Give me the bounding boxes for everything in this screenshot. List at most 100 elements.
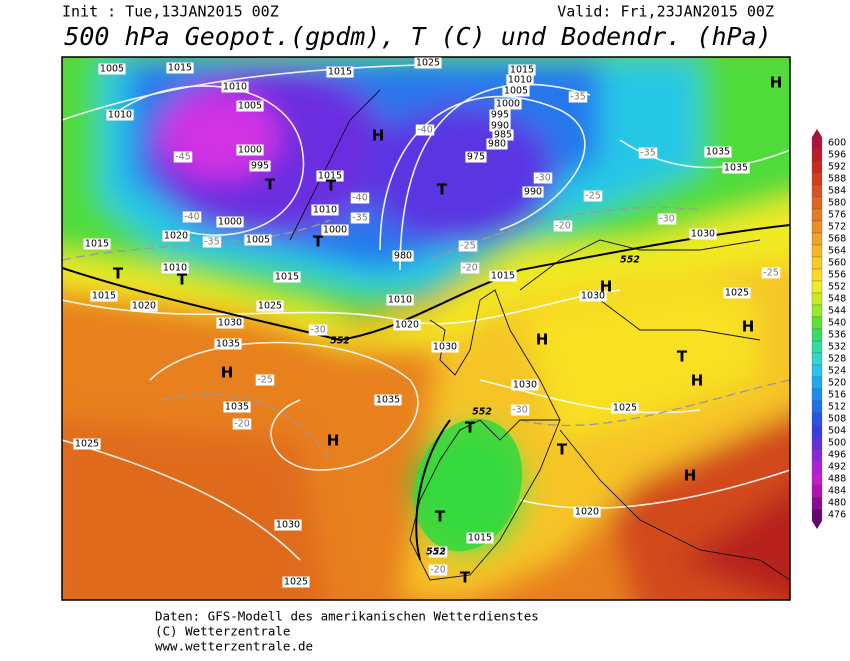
pressure-center: H xyxy=(742,318,755,336)
temperature-label-box xyxy=(232,418,252,430)
colorbar-label: 580 xyxy=(828,198,846,209)
temperature-label-box xyxy=(173,151,193,163)
temperature-label: -25 xyxy=(585,191,601,202)
isobar-label-box xyxy=(522,186,544,198)
isobar-label: 1025 xyxy=(75,439,99,450)
colorbar-label: 524 xyxy=(828,366,846,377)
colorbar-swatch xyxy=(811,436,823,450)
colorbar-swatch xyxy=(811,376,823,390)
isobar-label: 995 xyxy=(251,161,269,172)
colorbar-swatch xyxy=(811,292,823,306)
isobar-label: 995 xyxy=(491,110,509,121)
isobar-label-box xyxy=(244,234,272,246)
temperature-label: -25 xyxy=(460,241,476,252)
isobar-label-box xyxy=(316,170,344,182)
pressure-center: H xyxy=(221,364,234,382)
colorbar-label: 556 xyxy=(828,270,846,281)
colorbar: 6005965925885845805765725685645605565525… xyxy=(811,129,846,529)
colorbar-label: 484 xyxy=(828,486,846,497)
isobar-label: 990 xyxy=(491,121,509,132)
colorbar-arrow-top xyxy=(812,129,822,137)
colorbar-swatch xyxy=(811,160,823,174)
isobar-label-box xyxy=(321,224,349,236)
colorbar-swatch xyxy=(811,496,823,510)
isobar-label-box xyxy=(611,402,639,414)
temperature-label-box xyxy=(638,147,658,159)
isobar-label: 1005 xyxy=(100,64,124,75)
geopotential-label: 552 xyxy=(472,407,492,418)
geopotential-label: 552 xyxy=(426,547,446,558)
colorbar-label: 576 xyxy=(828,210,846,221)
isobar-label: 1015 xyxy=(468,533,492,544)
temperature-label-box xyxy=(308,324,328,336)
colorbar-arrow-bottom xyxy=(812,521,822,529)
colorbar-swatch xyxy=(811,460,823,474)
colorbar-label: 516 xyxy=(828,390,846,401)
colorbar-label: 508 xyxy=(828,414,846,425)
colorbar-label: 584 xyxy=(828,186,846,197)
pressure-center: T xyxy=(460,569,471,587)
isobar-label: 1020 xyxy=(132,301,156,312)
isobar-label-box xyxy=(236,100,264,112)
isobar-label: 1005 xyxy=(238,101,262,112)
isobar-label: 1015 xyxy=(168,63,192,74)
isobar-label-box xyxy=(489,120,511,132)
colorbar-label: 592 xyxy=(828,162,846,173)
temperature-label: -20 xyxy=(462,263,478,274)
isobar-label-box xyxy=(689,228,717,240)
geopotential-label: 552 xyxy=(620,255,640,266)
data-source: Daten: GFS-Modell des amerikanischen Wet… xyxy=(155,609,539,624)
isobar-label-box xyxy=(166,62,194,74)
temperature-label-box xyxy=(350,212,370,224)
isobar-label-box xyxy=(502,85,530,97)
temperature-label: -20 xyxy=(555,221,571,232)
isobar-label: 1020 xyxy=(575,507,599,518)
temperature-label: -40 xyxy=(184,212,200,223)
temperature-label-box xyxy=(460,262,480,274)
isobar-label-box xyxy=(90,290,118,302)
pressure-center: T xyxy=(677,348,688,366)
temperature-label: -35 xyxy=(640,148,656,159)
isobar-label: 1010 xyxy=(163,263,187,274)
colorbar-swatch xyxy=(811,268,823,282)
isobar-label: 1000 xyxy=(323,225,347,236)
valid-time: Valid: Fri,23JAN2015 00Z xyxy=(557,3,774,21)
pressure-center: H xyxy=(684,467,697,485)
temperature-label: -40 xyxy=(417,125,433,136)
temperature-label-box xyxy=(553,220,573,232)
isobar-label-box xyxy=(392,250,414,262)
isobar-label-box xyxy=(723,287,751,299)
colorbar-swatch xyxy=(811,328,823,342)
temperature-label: -20 xyxy=(234,419,250,430)
isobar-label: 1000 xyxy=(218,217,242,228)
isobar-label-box xyxy=(704,146,732,158)
colorbar-swatch xyxy=(811,388,823,402)
isobar-label: 980 xyxy=(488,139,506,150)
isobar-label: 990 xyxy=(524,187,542,198)
isobar-label-box xyxy=(492,129,514,141)
isobar-label: 1000 xyxy=(496,99,520,110)
colorbar-label: 540 xyxy=(828,318,846,329)
colorbar-label: 548 xyxy=(828,294,846,305)
isobar-label-box xyxy=(722,162,750,174)
isobar-label-box xyxy=(486,138,508,150)
temperature-label: -30 xyxy=(535,173,551,184)
website: www.wetterzentrale.de xyxy=(155,639,313,654)
isobar-label-box xyxy=(506,74,534,86)
isobar-label-box xyxy=(393,319,421,331)
colorbar-label: 476 xyxy=(828,510,846,521)
pressure-center: T xyxy=(465,419,476,437)
colorbar-label: 492 xyxy=(828,462,846,473)
isobar-label-box xyxy=(489,109,511,121)
pressure-center: T xyxy=(435,508,446,526)
isobar-label-box xyxy=(223,401,251,413)
isobar-label-box xyxy=(431,341,459,353)
isobar-label-box xyxy=(216,216,244,228)
temperature-label: -45 xyxy=(175,152,191,163)
colorbar-swatch xyxy=(811,280,823,294)
colorbar-swatch xyxy=(811,220,823,234)
isobar-label: 1015 xyxy=(491,271,515,282)
temperature-label-box xyxy=(510,404,530,416)
pressure-center: H xyxy=(372,127,385,145)
